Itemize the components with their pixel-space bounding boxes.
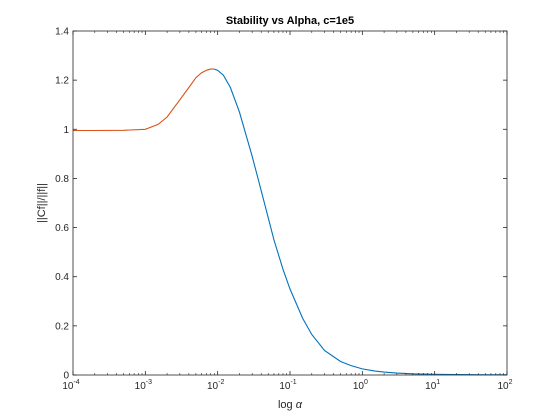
y-tick-label: 1	[63, 125, 69, 136]
x-tick-label: 10-2	[207, 379, 224, 392]
x-tick-label: 100	[353, 379, 368, 392]
x-axis-label: log α	[278, 399, 303, 411]
x-tick-label: 102	[497, 379, 512, 392]
y-tick-label: 0.6	[55, 223, 69, 234]
y-tick-label: 1.2	[55, 76, 69, 87]
chart-title: Stability vs Alpha, c=1e5	[226, 15, 354, 27]
x-tick-label: 10-3	[135, 379, 152, 392]
x-tick-label: 10-1	[279, 379, 296, 392]
y-tick-label: 0.8	[55, 174, 69, 185]
plot-area	[73, 31, 507, 375]
x-tick-label: 10-4	[62, 379, 79, 392]
y-axis-label: ||Cf||/||f||	[36, 183, 48, 223]
x-axis-label-text: log	[278, 399, 296, 411]
y-tick-label: 0.2	[55, 321, 69, 332]
x-axis-label-symbol: α	[296, 399, 303, 411]
y-tick-label: 1.4	[55, 27, 69, 38]
y-tick-label: 0	[63, 371, 69, 382]
y-tick-label: 0.4	[55, 272, 69, 283]
series-line-1	[73, 68, 215, 132]
x-tick-label: 101	[425, 379, 440, 392]
